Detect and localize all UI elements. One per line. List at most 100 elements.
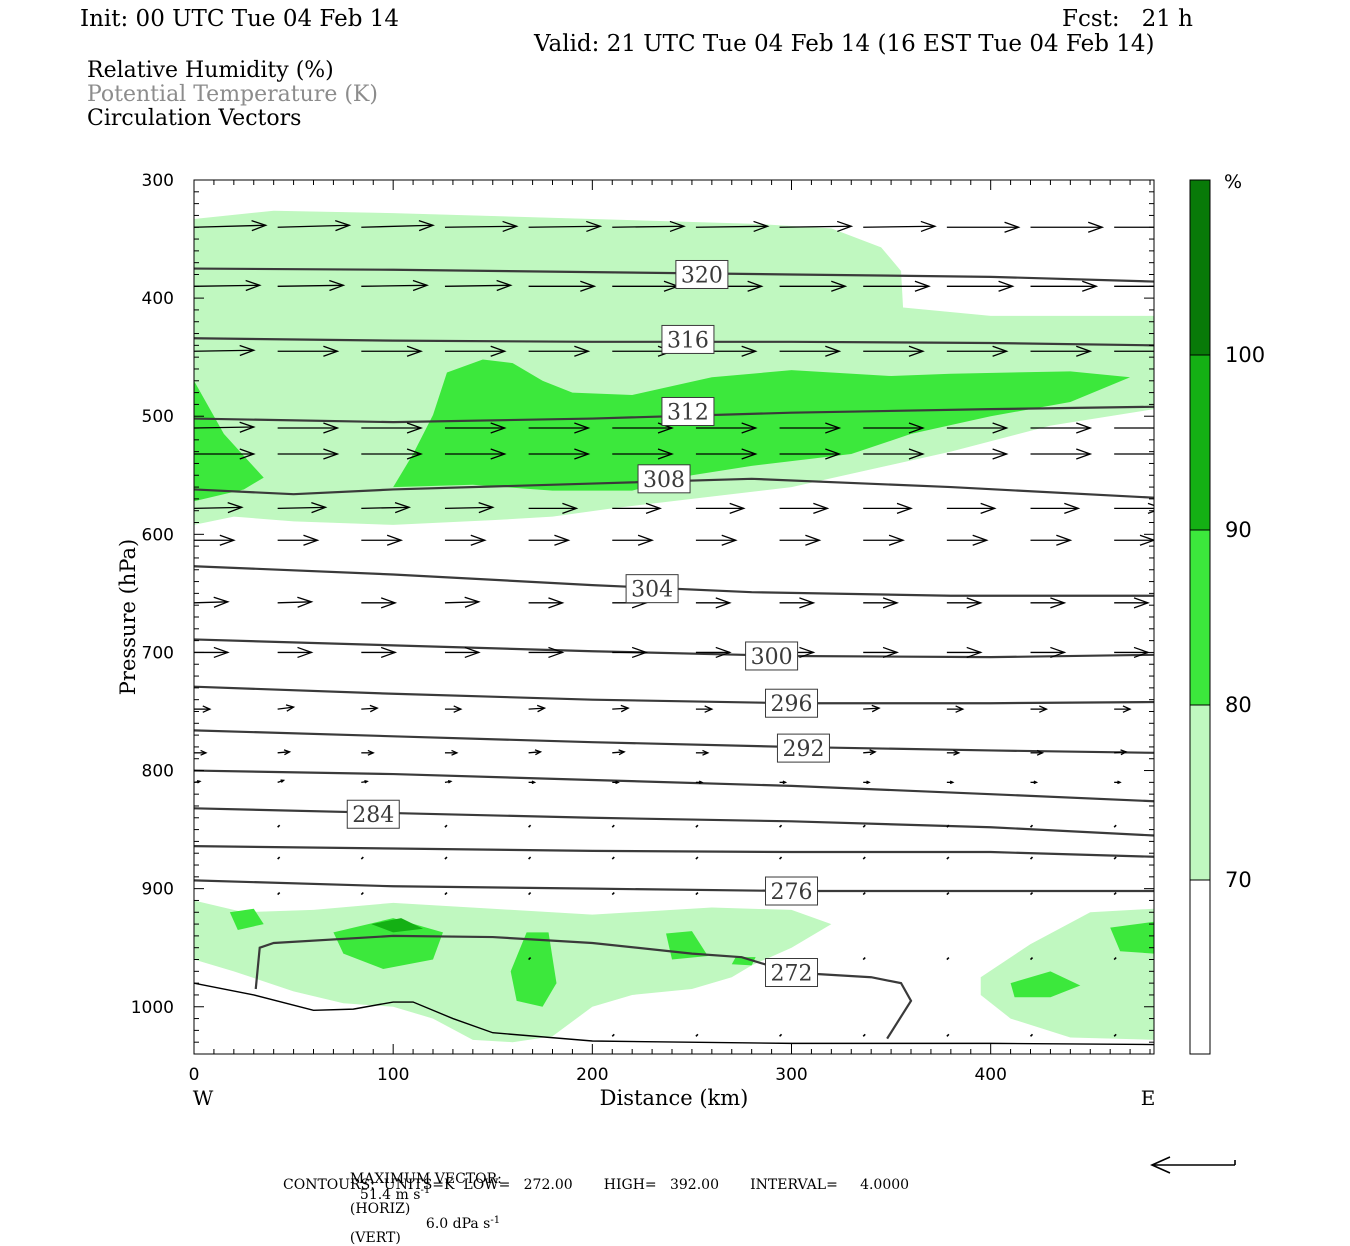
circulation-vector xyxy=(277,704,296,712)
circulation-vector xyxy=(528,749,543,756)
vector-head xyxy=(219,534,236,546)
vector-head xyxy=(380,646,398,659)
vector-head xyxy=(882,597,900,609)
vector-dot xyxy=(862,956,866,961)
contour-label: 312 xyxy=(667,400,709,425)
x-tick-label: 100 xyxy=(377,1065,409,1085)
circulation-vector xyxy=(779,422,842,434)
circulation-vector xyxy=(194,534,236,546)
vector-head xyxy=(1004,221,1021,233)
legend-potential-temperature: Potential Temperature (K) xyxy=(87,82,378,107)
vector-dot xyxy=(1113,1033,1117,1037)
vector-shaft xyxy=(779,225,852,228)
vector-head xyxy=(239,344,256,357)
circulation-vector xyxy=(863,704,881,713)
vector-head xyxy=(729,502,746,514)
vector-shaft xyxy=(194,601,228,604)
theta-contour xyxy=(194,807,1154,837)
vector-head xyxy=(490,448,507,460)
x-axis-title: Distance (km) xyxy=(600,1086,749,1110)
theta-contour xyxy=(194,638,1154,659)
vector-dot xyxy=(528,956,532,961)
vector-head xyxy=(799,597,816,609)
x-tick-label: 400 xyxy=(974,1065,1006,1085)
contour-label-box xyxy=(745,641,799,671)
vector-shaft xyxy=(361,707,378,710)
vector-head xyxy=(966,597,983,609)
vector-head xyxy=(1117,780,1122,785)
circulation-vector xyxy=(862,856,866,860)
vector-dot xyxy=(360,856,364,860)
vector-head xyxy=(637,534,655,546)
vector-head xyxy=(406,448,423,460)
circulation-vector xyxy=(1113,856,1117,860)
vector-dot xyxy=(778,856,783,860)
vector-head xyxy=(200,749,208,756)
circulation-vector xyxy=(946,646,983,659)
vector-head xyxy=(704,705,714,713)
vector-head xyxy=(869,749,877,756)
circulation-vector xyxy=(444,646,481,659)
circulation-vector xyxy=(695,534,738,546)
circulation-vector xyxy=(361,279,429,292)
vector-dot xyxy=(1029,1033,1034,1037)
vector-dot xyxy=(611,824,615,828)
vector-head xyxy=(831,280,848,292)
vector-dot xyxy=(277,856,281,860)
vector-head xyxy=(548,646,565,659)
vector-head xyxy=(1033,780,1039,785)
vector-head xyxy=(992,422,1009,434)
vector-shaft xyxy=(863,751,876,754)
vector-head xyxy=(406,345,423,357)
circulation-vector xyxy=(862,956,866,961)
vector-head xyxy=(825,345,842,357)
colorbar-unit: % xyxy=(1224,171,1242,193)
vector-dot xyxy=(611,891,615,896)
circulation-vector xyxy=(1114,427,1154,429)
vector-dot xyxy=(444,856,448,860)
vector-shaft xyxy=(277,751,290,754)
circulation-vector xyxy=(1114,502,1154,514)
vector-head xyxy=(866,780,871,785)
vector-head xyxy=(586,220,603,233)
vector-head xyxy=(949,780,955,785)
vector-head xyxy=(496,279,513,292)
vector-head xyxy=(1120,749,1128,756)
vector-head xyxy=(1133,597,1150,609)
y-tick-label: 300 xyxy=(142,171,174,191)
circulation-vector xyxy=(863,448,925,460)
vector-head xyxy=(920,220,937,233)
circulation-vector xyxy=(361,749,375,756)
max-vector-line: MAXIMUM VECTOR: 51.4 m s-1 (HORIZ) 6.0 d… xyxy=(341,1158,502,1245)
vector-head xyxy=(1076,345,1093,357)
circulation-vector xyxy=(1030,780,1039,785)
vector-dot xyxy=(862,824,866,828)
theta-contour xyxy=(194,729,1154,754)
circulation-vector xyxy=(946,705,965,713)
circulation-vector xyxy=(361,534,404,546)
contour-label-box xyxy=(346,799,400,829)
vector-dot xyxy=(946,1033,950,1037)
circulation-vector xyxy=(1030,422,1093,434)
circulation-vector xyxy=(863,749,877,756)
vector-dot xyxy=(1113,956,1117,961)
vector-head xyxy=(741,345,758,357)
vector-head xyxy=(245,279,262,292)
vector-shaft xyxy=(277,706,294,710)
colorbar-segment xyxy=(1190,180,1210,355)
vector-dot xyxy=(277,824,281,828)
axes: 300 400 500 600 700 800 900 1000 0 100 200 300 400 Di… xyxy=(116,171,1155,1110)
circulation-vector xyxy=(277,749,292,756)
circulation-vector xyxy=(1114,597,1150,609)
circulation-vector xyxy=(360,856,364,860)
cross-section-chart: 320 316 312 308 304 300 296 292 284 276 272 300 400… xyxy=(116,171,1265,1174)
vector-head xyxy=(715,646,732,659)
circulation-vector xyxy=(946,448,1009,460)
contour-label: 316 xyxy=(667,328,709,353)
theta-contour xyxy=(254,934,913,1040)
vector-shaft xyxy=(194,426,254,429)
circulation-vector xyxy=(361,646,398,659)
contour-label: 276 xyxy=(771,880,813,905)
circulation-vector xyxy=(444,596,481,608)
contour-label: 308 xyxy=(643,468,685,493)
